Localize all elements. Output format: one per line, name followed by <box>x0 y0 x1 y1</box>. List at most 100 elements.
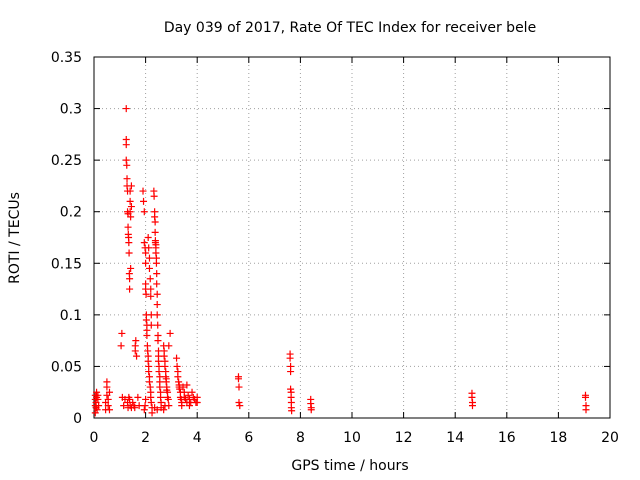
data-point <box>147 321 155 329</box>
data-point <box>122 141 130 149</box>
data-point <box>142 290 150 298</box>
x-tick-label: 6 <box>244 430 253 446</box>
data-point <box>153 311 161 319</box>
data-point <box>174 373 182 381</box>
data-point <box>140 406 148 414</box>
y-tick-label: 0.1 <box>60 308 82 324</box>
data-point <box>156 383 164 391</box>
data-point <box>185 402 193 410</box>
data-point <box>143 331 151 339</box>
x-tick-label: 14 <box>446 430 464 446</box>
data-point <box>153 301 161 309</box>
data-point <box>155 368 163 376</box>
data-point <box>94 391 102 399</box>
y-tick-label: 0.15 <box>51 256 82 272</box>
data-point <box>154 337 162 345</box>
data-point <box>129 399 137 407</box>
data-point <box>123 175 131 183</box>
data-point <box>126 275 134 283</box>
grid-lines <box>94 57 610 418</box>
data-point <box>145 254 153 262</box>
data-point <box>135 402 143 410</box>
data-point <box>122 105 130 113</box>
x-tick-label: 16 <box>498 430 516 446</box>
data-point <box>131 347 139 355</box>
chart-title: Day 039 of 2017, Rate Of TEC Index for r… <box>164 20 536 36</box>
data-point <box>188 388 196 396</box>
data-point <box>184 391 192 399</box>
data-point <box>160 406 168 414</box>
data-point <box>95 402 103 410</box>
data-point <box>146 275 154 283</box>
data-point <box>132 337 140 345</box>
x-tick-label: 20 <box>601 430 619 446</box>
data-point <box>147 399 155 407</box>
data-point <box>161 402 169 410</box>
data-point <box>179 383 187 391</box>
data-point <box>286 354 294 362</box>
data-point <box>142 259 150 267</box>
y-tick-label: 0.25 <box>51 153 82 169</box>
data-point <box>154 321 162 329</box>
data-point <box>235 399 243 407</box>
data-point <box>134 393 142 401</box>
data-point <box>145 264 153 272</box>
data-point <box>126 395 134 403</box>
data-point <box>235 383 243 391</box>
data-point <box>145 378 153 386</box>
data-point <box>142 395 150 403</box>
data-point <box>147 311 155 319</box>
data-point <box>127 264 135 272</box>
data-point <box>145 368 153 376</box>
data-point <box>141 402 149 410</box>
data-point <box>160 352 168 360</box>
data-point <box>153 280 161 288</box>
y-tick-label: 0.3 <box>60 102 82 118</box>
data-point <box>178 402 186 410</box>
x-tick-label: 12 <box>395 430 413 446</box>
data-point <box>152 259 160 267</box>
data-point <box>93 388 101 396</box>
data-point <box>105 406 113 414</box>
data-point <box>131 404 139 412</box>
axis-ticks: 0 2 4 6 8 10 12 14 16 18 20 0 0.05 0.1 0.15 0.2 0.25 0.3 0… <box>51 50 619 446</box>
x-tick-label: 10 <box>343 430 361 446</box>
data-point <box>153 406 161 414</box>
data-point <box>142 249 150 257</box>
data-point <box>126 187 134 195</box>
data-point <box>118 329 126 337</box>
y-tick-label: 0.35 <box>51 50 82 66</box>
data-point <box>307 406 315 414</box>
data-point <box>147 285 155 293</box>
data-point <box>139 187 147 195</box>
data-point <box>104 395 112 403</box>
y-tick-label: 0.2 <box>60 205 82 221</box>
data-point <box>161 362 169 370</box>
x-tick-label: 18 <box>549 430 567 446</box>
data-point <box>193 399 201 407</box>
data-point <box>127 213 135 221</box>
data-point <box>173 354 181 362</box>
data-point <box>117 342 125 350</box>
data-point <box>236 402 244 410</box>
data-point <box>144 234 152 241</box>
data-point <box>125 239 133 247</box>
data-point <box>287 368 295 376</box>
y-axis-label: ROTI / TECUs <box>7 192 23 284</box>
y-tick-label: 0.05 <box>51 359 82 375</box>
data-point <box>140 197 148 205</box>
data-point <box>581 393 589 401</box>
data-point <box>105 388 113 396</box>
data-point <box>151 218 159 226</box>
data-point <box>153 270 161 278</box>
x-tick-label: 0 <box>90 430 99 446</box>
x-tick-label: 2 <box>141 430 150 446</box>
data-point <box>288 407 296 415</box>
data-point <box>104 402 112 410</box>
x-tick-label: 4 <box>193 430 202 446</box>
data-point <box>127 182 135 190</box>
data-point <box>140 208 148 216</box>
data-point <box>164 395 172 403</box>
data-point <box>126 197 134 205</box>
